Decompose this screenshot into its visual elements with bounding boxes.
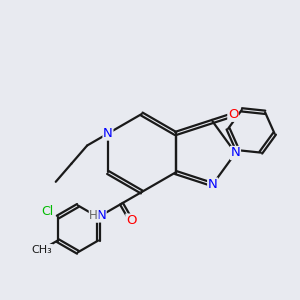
Text: N: N	[103, 127, 113, 140]
Text: O: O	[228, 108, 238, 121]
Text: O: O	[126, 214, 136, 227]
Text: N: N	[96, 209, 106, 222]
Text: Cl: Cl	[42, 205, 54, 218]
Text: H: H	[89, 209, 98, 222]
Text: N: N	[231, 146, 240, 160]
Text: N: N	[208, 178, 218, 191]
Text: CH₃: CH₃	[32, 244, 52, 255]
